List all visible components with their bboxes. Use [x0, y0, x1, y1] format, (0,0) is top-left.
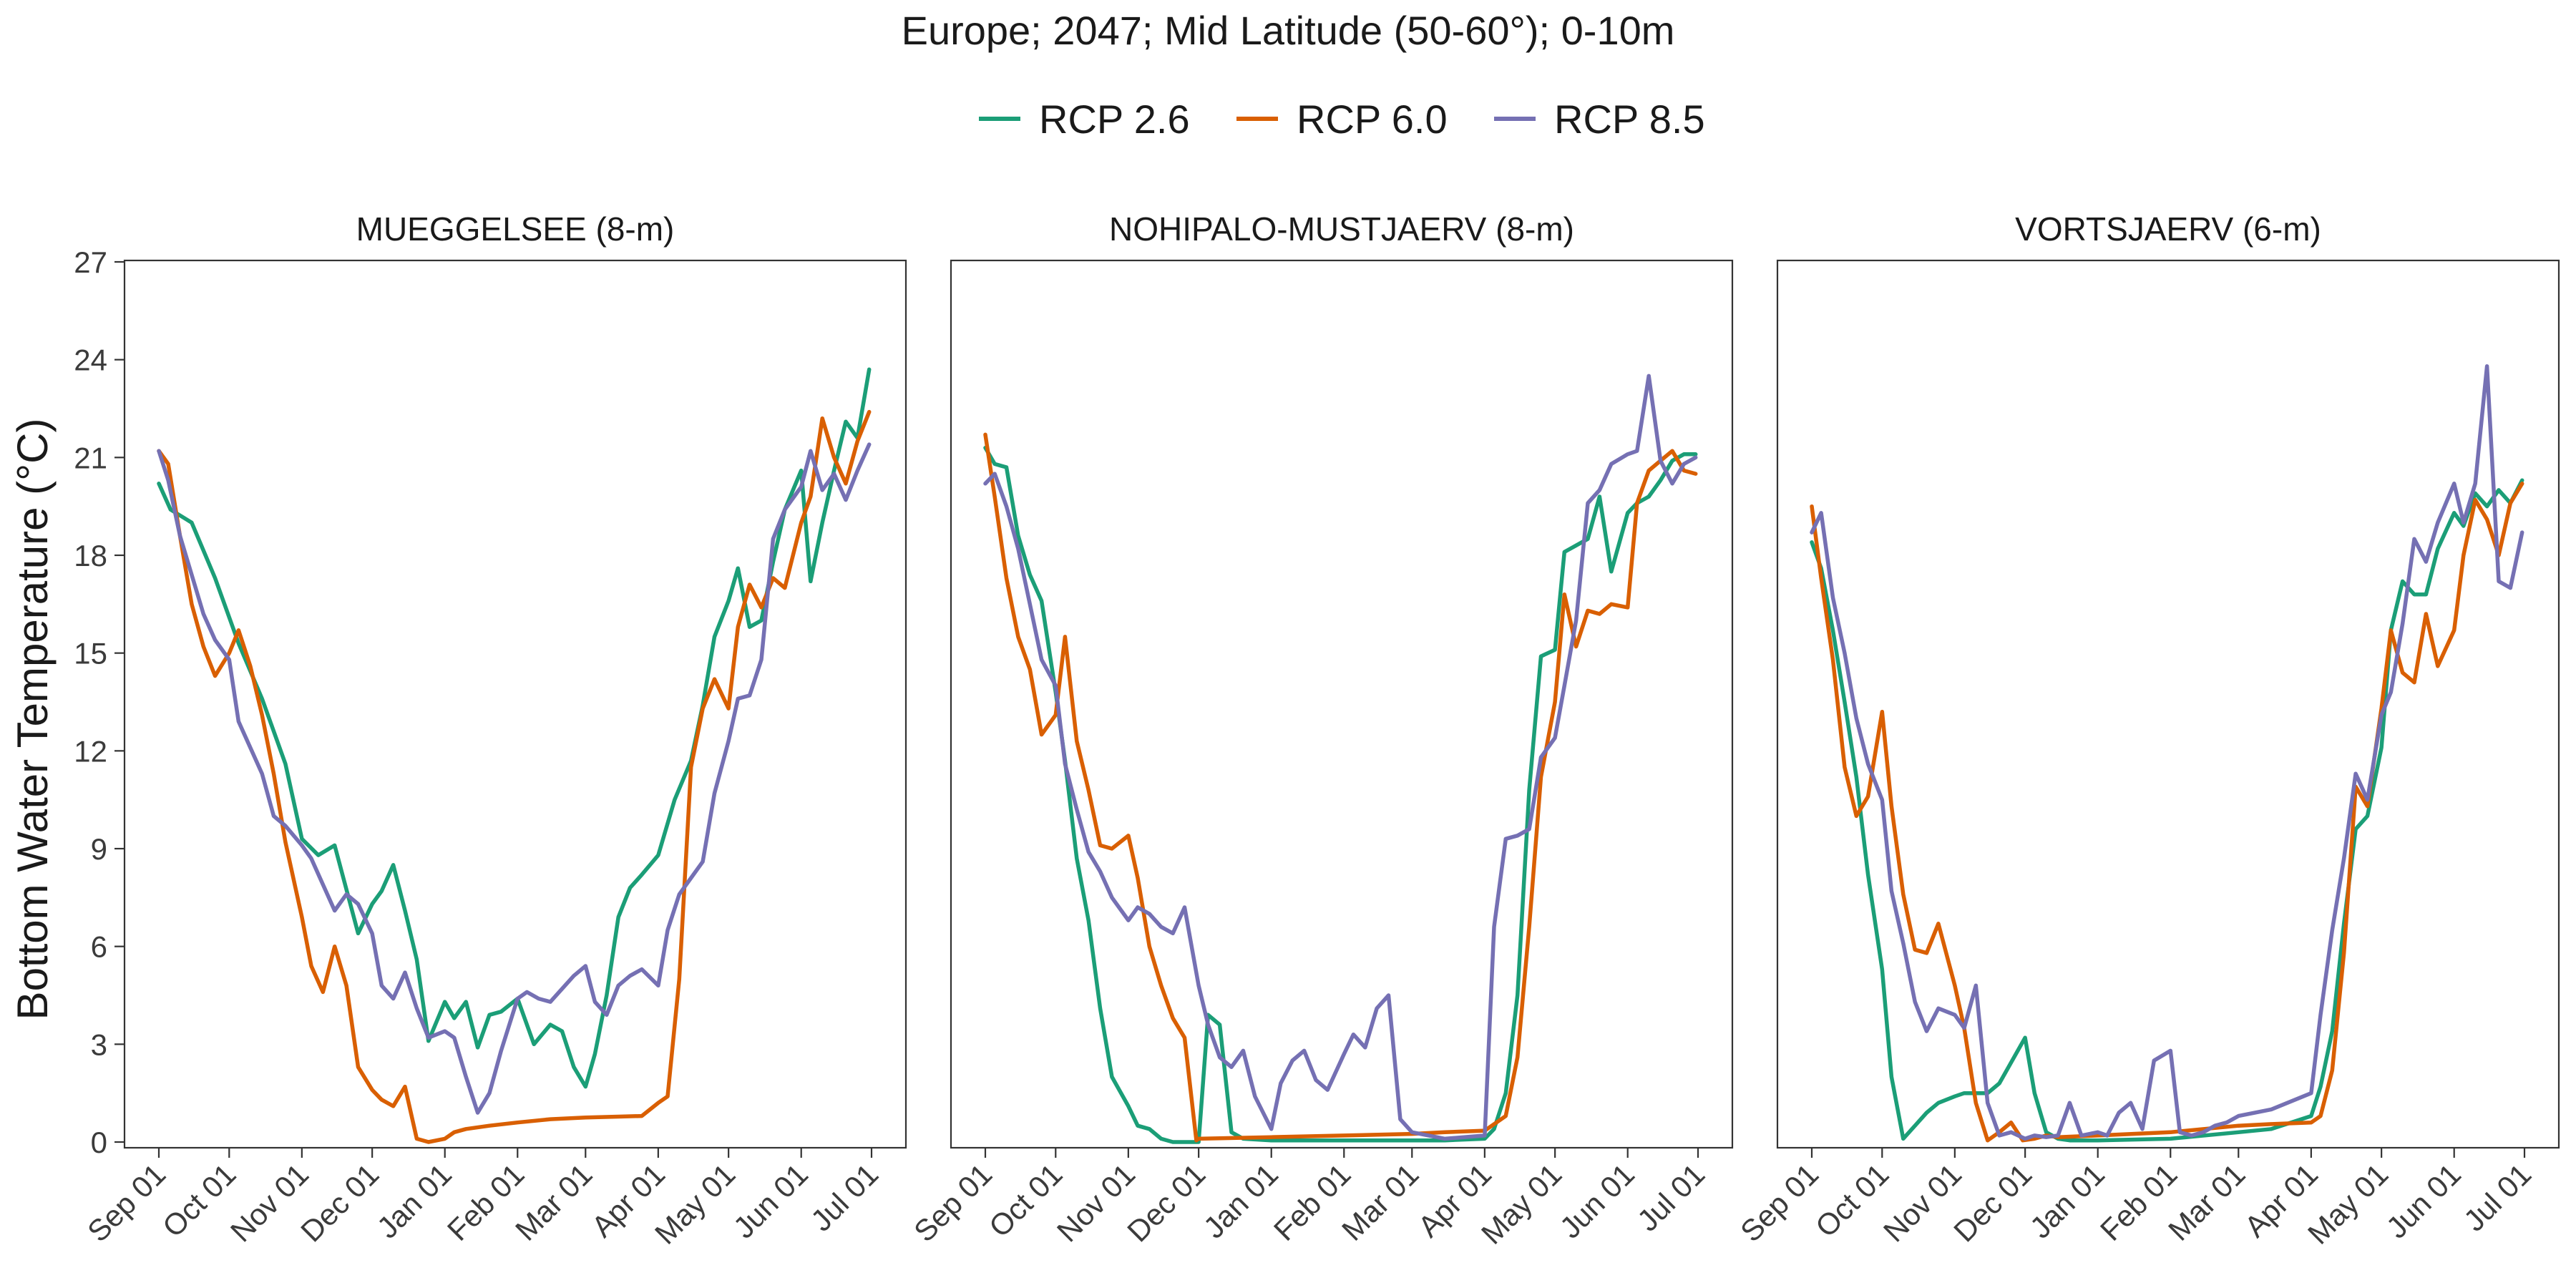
series-line-rcp-6-0	[1810, 482, 2524, 1143]
x-tick-label: Jan 01	[1197, 1157, 1284, 1244]
x-tick-label: Feb 01	[441, 1157, 531, 1247]
series-group	[1810, 364, 2524, 1143]
y-tick-label: 15	[74, 637, 107, 670]
x-tick-label: Jan 01	[2024, 1157, 2111, 1244]
y-axis: 0 3 6 9 12 15 18 21 24 27	[74, 245, 125, 1159]
series-line-rcp-6-0	[983, 432, 1698, 1143]
x-tick-label: Dec 01	[1121, 1157, 1211, 1248]
panel-frame	[950, 259, 1734, 1149]
x-tick-label: Nov 01	[224, 1157, 315, 1248]
legend: RCP 2.6 RCP 6.0 RCP 8.5	[979, 97, 1705, 142]
x-tick-label: Mar 01	[509, 1157, 599, 1247]
legend-item-rcp-2-6: RCP 2.6	[979, 97, 1190, 142]
y-tick-label: 9	[91, 832, 107, 866]
y-tick-label: 12	[74, 734, 107, 768]
x-tick-label: Jul 01	[804, 1157, 884, 1237]
x-tick-label: Nov 01	[1877, 1157, 1968, 1248]
panel-title: VORTSJAERV (6-m)	[2015, 210, 2321, 248]
x-tick-label: Nov 01	[1050, 1157, 1141, 1248]
x-tick-label: Sep 01	[81, 1157, 172, 1248]
x-tick-label: Mar 01	[2162, 1157, 2252, 1247]
x-tick-label: Mar 01	[1335, 1157, 1425, 1247]
x-tick-label: Sep 01	[907, 1157, 998, 1248]
y-tick-label: 21	[74, 441, 107, 474]
chart-title: Europe; 2047; Mid Latitude (50-60°); 0-1…	[902, 8, 1675, 53]
series-line-rcp-8-5	[157, 442, 872, 1115]
x-tick-label: Feb 01	[2094, 1157, 2184, 1247]
x-tick-label: Jun 01	[727, 1157, 814, 1244]
x-tick-label: May 01	[648, 1157, 742, 1251]
x-tick-label: Feb 01	[1267, 1157, 1357, 1247]
series-line-rcp-2-6	[1810, 478, 2524, 1143]
series-group	[157, 367, 872, 1144]
panel-frame	[1776, 259, 2560, 1149]
legend-item-rcp-8-5: RCP 8.5	[1494, 97, 1705, 142]
series-line-rcp-8-5	[1810, 364, 2524, 1141]
legend-label-rcp-2-6: RCP 2.6	[1039, 97, 1190, 142]
x-tick-label: Jul 01	[1631, 1157, 1711, 1237]
x-tick-label: Jun 01	[2380, 1157, 2467, 1244]
legend-item-rcp-6-0: RCP 6.0	[1236, 97, 1448, 142]
panel-frame	[123, 259, 907, 1149]
x-tick-label: Dec 01	[294, 1157, 385, 1248]
x-tick-label: May 01	[1475, 1157, 1568, 1251]
series-group	[983, 374, 1698, 1144]
x-tick-label: Jul 01	[2457, 1157, 2537, 1237]
y-tick-label: 27	[74, 245, 107, 279]
x-tick-label: Jan 01	[371, 1157, 458, 1244]
legend-label-rcp-8-5: RCP 8.5	[1554, 97, 1705, 142]
y-tick-label: 6	[91, 930, 107, 964]
series-line-rcp-2-6	[983, 445, 1698, 1144]
x-tick-label: Dec 01	[1947, 1157, 2038, 1248]
y-tick-label: 24	[74, 343, 107, 377]
y-tick-label: 18	[74, 539, 107, 572]
panel-title: NOHIPALO-MUSTJAERV (8-m)	[1109, 210, 1574, 248]
x-tick-label: Sep 01	[1734, 1157, 1825, 1248]
panel-title: MUEGGELSEE (8-m)	[356, 210, 675, 248]
y-tick-label: 3	[91, 1028, 107, 1061]
x-tick-label: Jun 01	[1553, 1157, 1641, 1244]
series-line-rcp-8-5	[983, 374, 1698, 1141]
x-tick-label: May 01	[2301, 1157, 2395, 1251]
legend-label-rcp-6-0: RCP 6.0	[1297, 97, 1448, 142]
y-tick-label: 0	[91, 1126, 107, 1159]
y-axis-label: Bottom Water Temperature (°C)	[9, 419, 57, 1020]
